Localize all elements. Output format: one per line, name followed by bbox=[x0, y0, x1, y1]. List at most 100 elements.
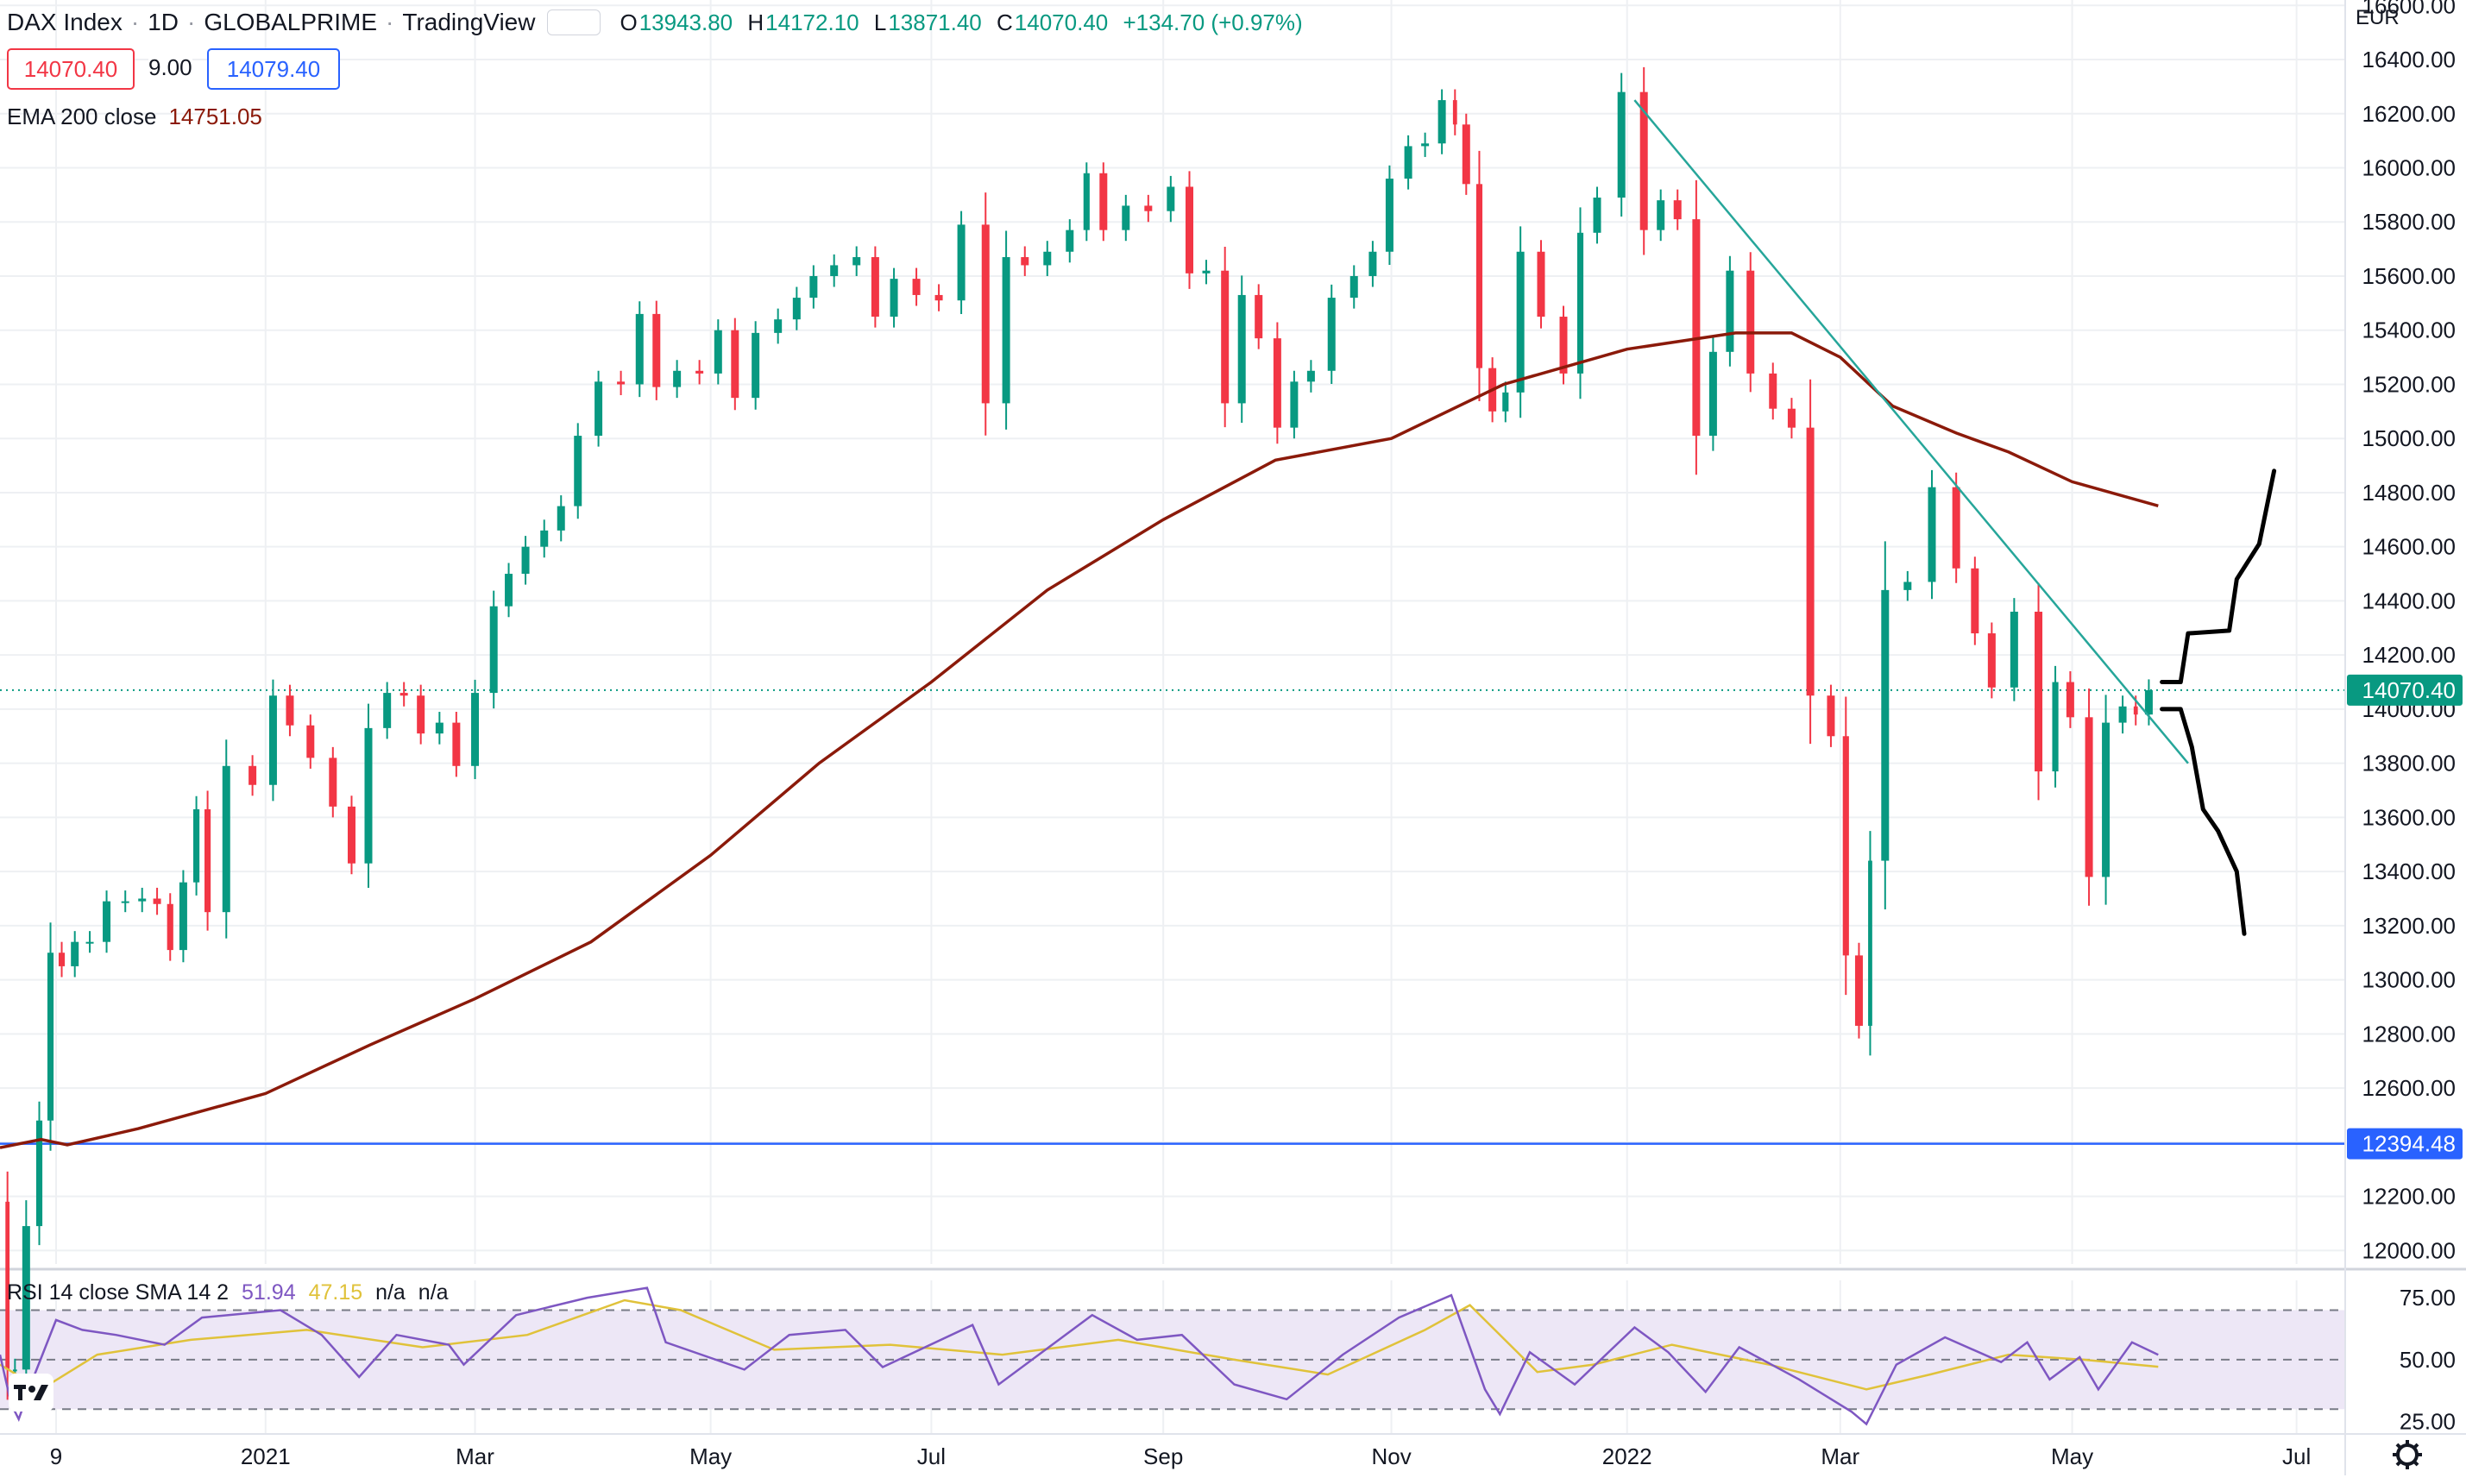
buy-button[interactable]: 14079.40 bbox=[207, 48, 340, 90]
candle-body bbox=[1290, 381, 1299, 428]
candle-body bbox=[505, 574, 513, 607]
candle-body bbox=[103, 901, 111, 942]
candle-body bbox=[471, 693, 480, 766]
symbol-name[interactable]: DAX Index bbox=[7, 9, 123, 35]
y-tick-label: 12800.00 bbox=[2362, 1021, 2456, 1047]
trendline[interactable] bbox=[1633, 99, 2189, 764]
platform-name: TradingView bbox=[402, 9, 536, 35]
spread-value: 9.00 bbox=[148, 48, 192, 86]
candle-body bbox=[1559, 317, 1568, 374]
candle-body bbox=[1868, 860, 1872, 1026]
ema-label: EMA 200 close bbox=[7, 104, 157, 129]
candle-body bbox=[1617, 91, 1626, 198]
interval[interactable]: 1D bbox=[148, 9, 179, 35]
candle-body bbox=[2118, 706, 2127, 723]
rsi-sma-value: 47.15 bbox=[308, 1280, 363, 1305]
candle-body bbox=[1827, 695, 1835, 737]
candle-body bbox=[635, 313, 644, 385]
flag-icons[interactable] bbox=[547, 9, 601, 35]
candle-body bbox=[574, 436, 582, 506]
candle-body bbox=[1854, 955, 1863, 1026]
candle-body bbox=[1576, 232, 1584, 374]
y-tick-label: 15400.00 bbox=[2362, 318, 2456, 343]
candle-body bbox=[179, 882, 187, 951]
rsi-levels bbox=[0, 1309, 2345, 1411]
rsi-legend[interactable]: RSI 14 close SMA 14 2 51.94 47.15 n/a n/… bbox=[7, 1280, 449, 1305]
candle-body bbox=[540, 530, 549, 547]
candle-body bbox=[1657, 200, 1665, 230]
chart-header: DAX Index · 1D · GLOBALPRIME · TradingVi… bbox=[7, 5, 1303, 40]
candle-body bbox=[1769, 373, 1777, 409]
candle-body bbox=[774, 319, 783, 333]
candle-body bbox=[1987, 633, 1996, 688]
candle-body bbox=[1202, 270, 1211, 274]
x-axis[interactable]: 9 2021 Mar May Jul Sep Nov 2022 Mar May Jul bbox=[0, 1433, 2466, 1469]
projection-down[interactable] bbox=[2160, 707, 2247, 936]
gear-tooth bbox=[2413, 1461, 2419, 1467]
candle-body bbox=[2102, 722, 2111, 877]
candle-body bbox=[1099, 173, 1108, 230]
candle-body bbox=[1639, 91, 1648, 230]
candle-body bbox=[12, 1369, 17, 1372]
projections[interactable] bbox=[2160, 468, 2277, 936]
x-tick-label: May bbox=[689, 1443, 732, 1469]
x-tick-label: Sep bbox=[1143, 1443, 1183, 1469]
current-price-tag-bg bbox=[2347, 674, 2463, 706]
candle-body bbox=[934, 294, 943, 301]
y-tick-label: 16400.00 bbox=[2362, 47, 2456, 72]
gear-tooth bbox=[2395, 1461, 2401, 1467]
candle-body bbox=[1806, 427, 1815, 696]
low-value: 13871.40 bbox=[888, 9, 982, 35]
candle-body bbox=[1306, 370, 1315, 382]
candle-body bbox=[957, 224, 966, 301]
ema-legend[interactable]: EMA 200 close 14751.05 bbox=[7, 104, 262, 130]
rsi-tick-label: 25.00 bbox=[2400, 1409, 2456, 1435]
candle-body bbox=[1787, 408, 1796, 428]
gear-tooth bbox=[2395, 1443, 2401, 1449]
tradingview-logo[interactable] bbox=[9, 1374, 53, 1412]
y-tick-label: 14400.00 bbox=[2362, 588, 2456, 613]
projection-up[interactable] bbox=[2160, 468, 2277, 684]
candle-body bbox=[1237, 294, 1246, 404]
candle-body bbox=[1746, 270, 1755, 374]
candle-body bbox=[752, 332, 760, 399]
y-tick-label: 15200.00 bbox=[2362, 371, 2456, 397]
settings-icon[interactable] bbox=[2393, 1440, 2422, 1469]
y-tick-label: 16600.00 bbox=[2362, 0, 2456, 18]
separator-dot: · bbox=[186, 9, 196, 35]
y-tick-label: 15000.00 bbox=[2362, 425, 2456, 451]
candle-body bbox=[1167, 186, 1175, 211]
rsi-line bbox=[0, 1286, 2159, 1426]
candle-body bbox=[1221, 270, 1230, 404]
separator-dot: · bbox=[386, 9, 394, 35]
candle-body bbox=[35, 1120, 43, 1227]
y-tick-label: 14200.00 bbox=[2362, 642, 2456, 668]
y-tick-label: 14600.00 bbox=[2362, 534, 2456, 560]
candle-body bbox=[489, 606, 498, 694]
candle-body bbox=[71, 941, 79, 966]
currency-label: EUR bbox=[2356, 6, 2400, 29]
candle-body bbox=[121, 901, 129, 903]
sell-button[interactable]: 14070.40 bbox=[7, 48, 135, 90]
candle-body bbox=[871, 257, 879, 318]
y-tick-label: 13400.00 bbox=[2362, 858, 2456, 884]
rsi-axis[interactable]: 25.00 50.00 75.00 bbox=[2400, 1285, 2456, 1435]
y-tick-label: 16200.00 bbox=[2362, 101, 2456, 127]
ema-line bbox=[0, 331, 2159, 1149]
candle-body bbox=[2133, 706, 2138, 715]
candle-body bbox=[329, 758, 337, 807]
candle-body bbox=[268, 695, 277, 785]
candle-body bbox=[557, 506, 565, 531]
candle-body bbox=[417, 695, 425, 734]
candle-body bbox=[809, 275, 818, 299]
y-axis[interactable]: 12000.0012200.0012400.0012600.0012800.00… bbox=[2344, 0, 2456, 1475]
x-tick-label: Mar bbox=[1821, 1443, 1859, 1469]
candle-body bbox=[695, 370, 704, 374]
y-tick-label: 12000.00 bbox=[2362, 1237, 2456, 1263]
open-value: 13943.80 bbox=[639, 9, 733, 35]
candle-body bbox=[1002, 257, 1010, 404]
candle-body bbox=[714, 330, 722, 374]
candle-body bbox=[1349, 275, 1358, 299]
rsi-value: 51.94 bbox=[242, 1280, 296, 1305]
